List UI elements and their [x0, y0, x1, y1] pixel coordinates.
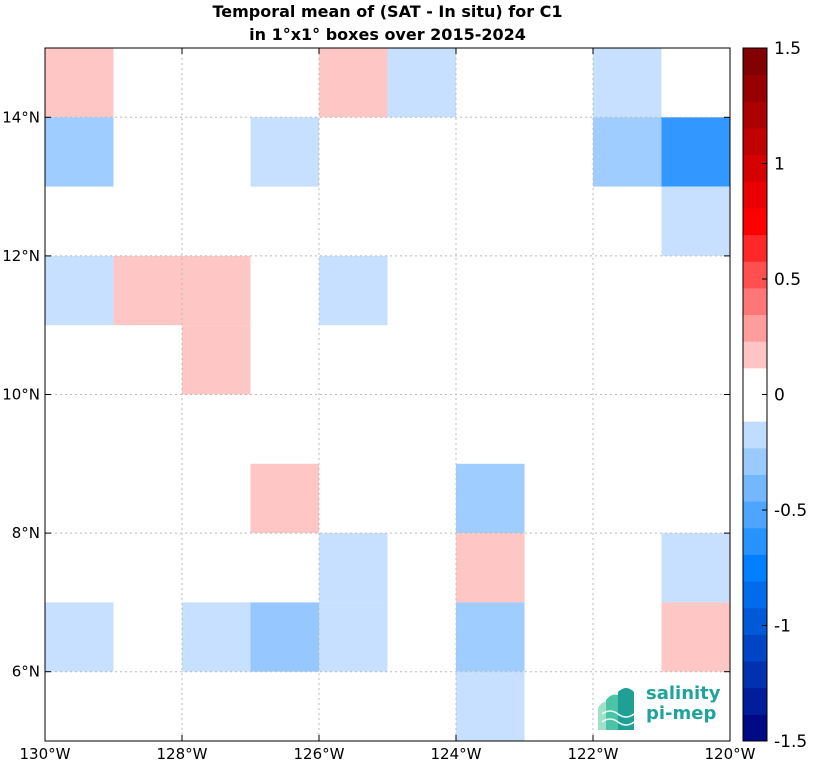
wave-logo-icon [598, 688, 635, 730]
heatmap-cell [319, 255, 388, 326]
colorbar-segment [743, 421, 767, 449]
heatmap-cell [182, 325, 251, 395]
x-tick-label: 126°W [294, 745, 345, 763]
y-tick-label: 10°N [2, 386, 40, 404]
colorbar-segment [743, 181, 767, 209]
colorbar-tick-label: 1.5 [774, 39, 801, 59]
colorbar-segment [743, 101, 767, 129]
colorbar-segment [743, 661, 767, 689]
colorbar-segment [743, 687, 767, 715]
y-tick-label: 8°N [12, 524, 40, 542]
colorbar-segment [743, 154, 767, 182]
colorbar-tick-label: -0.5 [774, 501, 807, 521]
heatmap-cell [250, 602, 319, 672]
x-tick-label: 120°W [705, 745, 756, 763]
logo-text-pimep: pi-mep [646, 703, 717, 724]
colorbar-segment [743, 314, 767, 342]
heatmap-cell [319, 48, 388, 118]
heatmap-cell [45, 48, 114, 118]
salinity-pimep-logo: salinity pi-mep [596, 684, 726, 732]
x-tick-label: 122°W [568, 745, 619, 763]
colorbar-segment [743, 48, 767, 76]
heatmap-cell [661, 533, 730, 603]
colorbar-segment [743, 501, 767, 529]
heatmap-cell [661, 117, 730, 187]
x-tick-label: 130°W [20, 745, 71, 763]
colorbar-segment [743, 581, 767, 609]
colorbar-segment [743, 714, 767, 742]
heatmap-cell [456, 602, 525, 672]
colorbar-tick-label: 1 [774, 155, 785, 175]
colorbar-segment [743, 607, 767, 635]
y-tick-label: 14°N [2, 108, 40, 126]
colorbar-segment [743, 207, 767, 236]
chart-title: Temporal mean of (SAT - In situ) for C1 … [45, 0, 730, 46]
colorbar-segment [743, 474, 767, 502]
colorbar-segment [743, 394, 767, 422]
heatmap-cell [593, 117, 662, 187]
x-tick-label: 124°W [431, 745, 482, 763]
chart-title-line-2: in 1°x1° boxes over 2015-2024 [249, 25, 526, 44]
colorbar-segment [743, 341, 767, 369]
heatmap-cell [319, 602, 388, 672]
heatmap-cell [45, 602, 114, 672]
heatmap-cell [113, 255, 182, 326]
heatmap-cell [456, 671, 525, 741]
chart-title-line-1: Temporal mean of (SAT - In situ) for C1 [212, 2, 563, 21]
colorbar-segment [743, 287, 767, 316]
y-tick-label: 12°N [2, 247, 40, 265]
colorbar-tick-label: -1.5 [774, 732, 807, 752]
heatmap-cell [45, 117, 114, 187]
heatmap-cell [250, 463, 319, 534]
heatmap-cell [182, 602, 251, 672]
colorbar-segment [743, 367, 767, 395]
heatmap-cell [319, 533, 388, 603]
colorbar-segment [743, 554, 767, 582]
colorbar-segment [743, 634, 767, 662]
colorbar-segment [743, 261, 767, 289]
heatmap-cell [593, 48, 662, 118]
y-tick-label: 6°N [12, 663, 40, 681]
heatmap-cell [456, 463, 525, 534]
heatmap-cell [45, 255, 114, 326]
colorbar-tick-label: 0 [774, 386, 785, 406]
x-tick-label: 128°W [157, 745, 208, 763]
colorbar-tick-label: 0.5 [774, 270, 801, 290]
heatmap-cell [456, 533, 525, 603]
logo-text-salinity: salinity [646, 683, 721, 704]
heatmap-cell [250, 117, 319, 187]
heatmap-cell [661, 602, 730, 672]
heatmap-cell [661, 186, 730, 256]
colorbar-segment [743, 74, 767, 102]
colorbar-segment [743, 447, 767, 475]
colorbar-segment [743, 234, 767, 262]
heatmap-cell [387, 48, 456, 118]
colorbar-segment [743, 127, 767, 156]
colorbar-segment [743, 527, 767, 555]
heatmap-cell [182, 255, 251, 326]
colorbar-tick-label: -1 [774, 617, 791, 637]
